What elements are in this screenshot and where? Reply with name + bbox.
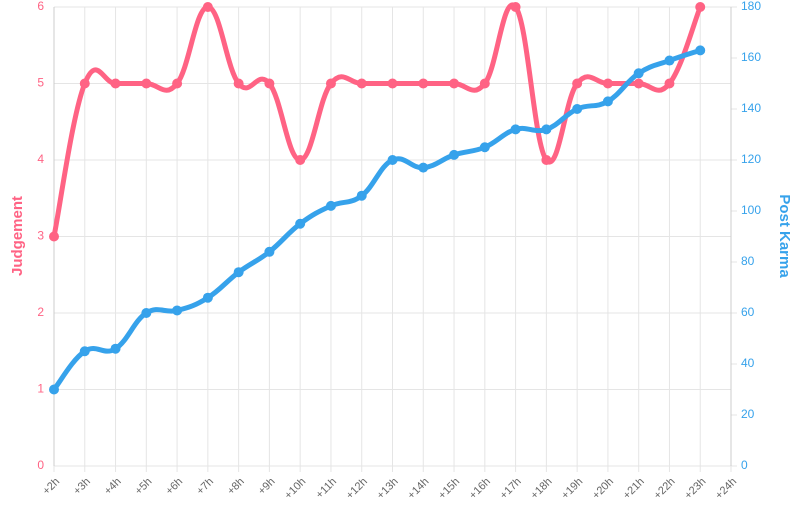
point xyxy=(356,190,367,201)
y2-tick-label: 180 xyxy=(741,0,761,13)
point xyxy=(295,218,306,229)
point xyxy=(387,155,398,165)
point xyxy=(602,96,613,107)
point xyxy=(449,149,460,160)
y2-axis-title: Post Karma xyxy=(776,194,793,278)
point xyxy=(49,384,59,395)
point xyxy=(602,78,613,89)
point xyxy=(325,78,336,89)
x-tick-label: +2h xyxy=(40,476,62,498)
y-tick-label: 0 xyxy=(37,458,44,472)
point xyxy=(264,246,275,257)
x-tick-label: +10h xyxy=(282,476,308,500)
y-tick-label: 5 xyxy=(37,76,44,90)
x-tick-label: +13h xyxy=(375,476,401,500)
point xyxy=(233,267,244,278)
x-tick-label: +6h xyxy=(164,476,186,498)
y-tick-label: 1 xyxy=(37,382,44,396)
point xyxy=(572,104,583,114)
y2-tick-label: 0 xyxy=(741,458,748,472)
y-tick-label: 2 xyxy=(37,305,44,319)
x-tick-label: +20h xyxy=(590,476,616,500)
x-tick-label: +17h xyxy=(498,476,524,500)
point xyxy=(479,142,490,153)
point xyxy=(633,78,644,89)
point xyxy=(418,162,429,173)
point xyxy=(356,78,367,89)
point xyxy=(633,68,644,79)
y2-tick-label: 100 xyxy=(741,203,761,217)
point xyxy=(572,78,583,89)
x-tick-label: +3h xyxy=(71,476,93,498)
x-tick-label: +16h xyxy=(467,476,493,500)
point xyxy=(264,78,275,89)
point xyxy=(695,2,706,12)
point xyxy=(695,45,706,56)
y2-tick-label: 160 xyxy=(741,50,761,64)
x-tick-label: +12h xyxy=(344,476,370,500)
point xyxy=(79,78,90,89)
point xyxy=(172,305,183,316)
x-tick-label: +4h xyxy=(102,476,124,498)
y-axis-title: Judgement xyxy=(9,196,26,276)
y-tick-label: 4 xyxy=(37,152,44,166)
x-tick-label: +7h xyxy=(194,476,216,498)
x-tick-label: +14h xyxy=(405,476,431,500)
point xyxy=(664,55,675,66)
x-tick-label: +22h xyxy=(652,476,678,500)
point xyxy=(295,155,306,165)
series-line xyxy=(51,2,703,237)
x-tick-label: +8h xyxy=(225,476,247,498)
y2-tick-label: 120 xyxy=(741,152,761,166)
point xyxy=(479,78,490,89)
point xyxy=(202,292,213,303)
x-tick-label: +19h xyxy=(559,476,585,500)
point xyxy=(49,231,59,242)
x-tick-label: +15h xyxy=(436,476,462,500)
x-tick-label: +21h xyxy=(621,476,647,500)
x-tick-label: +11h xyxy=(314,476,339,500)
point xyxy=(141,308,152,318)
x-tick-label: +5h xyxy=(133,476,155,498)
point xyxy=(141,78,152,89)
series-line xyxy=(52,47,702,392)
y2-tick-label: 80 xyxy=(741,254,755,268)
point xyxy=(449,78,460,89)
point xyxy=(418,78,429,89)
point xyxy=(172,78,183,89)
x-tick-label: +9h xyxy=(256,476,278,498)
y2-tick-label: 140 xyxy=(741,101,761,115)
point xyxy=(110,343,121,354)
x-tick-label: +24h xyxy=(713,476,739,500)
point xyxy=(510,2,521,12)
x-tick-label: +18h xyxy=(529,476,555,500)
point xyxy=(79,346,90,357)
y-tick-label: 6 xyxy=(37,0,44,13)
point xyxy=(233,78,244,89)
y-tick-label: 3 xyxy=(37,229,44,243)
x-tick-label: +23h xyxy=(682,476,708,500)
y2-tick-label: 40 xyxy=(741,356,755,370)
point xyxy=(664,78,675,89)
point xyxy=(202,2,213,12)
y2-tick-label: 60 xyxy=(741,305,755,319)
point xyxy=(541,155,552,165)
point xyxy=(387,78,398,89)
point xyxy=(510,124,521,135)
point xyxy=(110,78,121,89)
point xyxy=(541,124,552,135)
point xyxy=(325,200,336,211)
y2-tick-label: 20 xyxy=(741,407,755,421)
